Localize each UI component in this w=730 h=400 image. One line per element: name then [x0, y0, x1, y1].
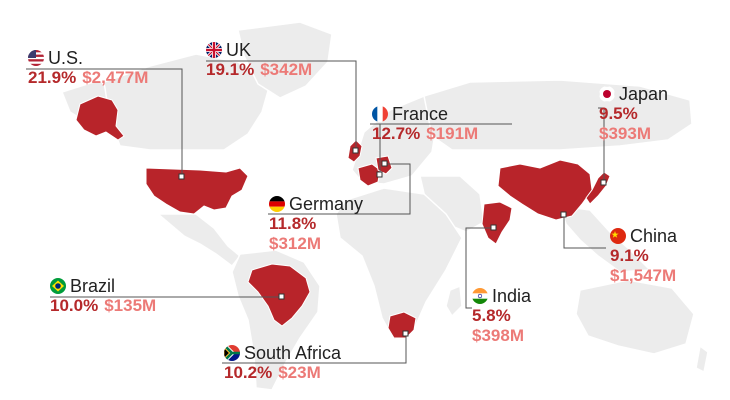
label-us: U.S. 21.9% $2,477M: [28, 48, 148, 88]
label-china: China 9.1% $1,547M: [610, 226, 677, 286]
land-canada: [103, 53, 271, 151]
share-percent: 11.8%: [269, 214, 317, 234]
leader-lines: [26, 60, 606, 364]
revenue-value: $312M: [269, 234, 321, 254]
label-germany: Germany 11.8% $312M: [269, 194, 363, 254]
land-south-africa: [387, 311, 417, 339]
label-france: France 12.7% $191M: [372, 104, 478, 144]
share-percent: 10.0%: [50, 296, 99, 316]
land-russia: [423, 79, 693, 151]
leader-uk: [206, 60, 357, 150]
label-brazil: Brazil 10.0% $135M: [50, 276, 156, 316]
land-mexico-central: [157, 213, 241, 267]
label-uk: UK 19.1% $342M: [206, 40, 312, 80]
share-percent: 12.7%: [372, 124, 421, 144]
share-percent: 21.9%: [28, 68, 77, 88]
germany-flag-icon: [269, 196, 285, 213]
brazil-flag-icon: [50, 278, 66, 295]
revenue-value: $135M: [104, 296, 157, 316]
land-china: [497, 159, 593, 221]
leader-china: [563, 214, 606, 249]
land-se-asia: [559, 205, 651, 273]
revenue-value: $23M: [278, 363, 321, 383]
share-percent: 10.2%: [224, 363, 273, 383]
share-percent: 9.1%: [610, 246, 649, 266]
marker-germany: [381, 160, 388, 167]
land-madagascar: [445, 285, 463, 317]
india-flag-icon: [472, 288, 488, 305]
land-alaska-us: [75, 95, 125, 141]
base-land: [61, 21, 709, 391]
leader-south-africa: [222, 334, 407, 364]
label-south-africa: South Africa 10.2% $23M: [224, 343, 341, 383]
marker-uk: [352, 147, 359, 154]
country-name: U.S.: [48, 48, 84, 68]
label-japan: Japan 9.5% $393M: [599, 84, 668, 144]
japan-flag-icon: [599, 86, 615, 103]
revenue-value: $398M: [472, 326, 524, 346]
leader-india: [465, 227, 494, 309]
marker-us: [178, 173, 185, 180]
leader-us: [26, 68, 183, 176]
highlighted-countries: [75, 95, 611, 339]
marker-china: [560, 211, 567, 218]
share-percent: 5.8%: [472, 306, 511, 326]
marker-france: [376, 171, 383, 178]
marker-brazil: [278, 293, 285, 300]
revenue-value: $393M: [599, 124, 651, 144]
land-france: [357, 163, 381, 187]
country-name: South Africa: [244, 343, 342, 363]
us-flag-icon: [28, 50, 44, 67]
land-india: [481, 201, 513, 245]
land-greenland: [237, 21, 333, 99]
france-flag-icon: [372, 106, 388, 123]
marker-south-africa: [402, 330, 409, 337]
china-flag-icon: [610, 228, 626, 245]
land-new-zealand: [695, 345, 709, 373]
uk-flag-icon: [206, 42, 222, 59]
leader-japan: [598, 107, 605, 182]
land-usa: [145, 167, 249, 215]
country-name: UK: [226, 40, 252, 60]
revenue-value: $191M: [426, 124, 479, 144]
land-africa: [335, 187, 463, 341]
leader-germany: [268, 163, 411, 215]
country-name: Brazil: [70, 276, 116, 296]
land-australia: [575, 279, 695, 355]
markers: [178, 147, 607, 337]
marker-india: [490, 224, 497, 231]
country-name: Germany: [289, 194, 364, 214]
country-name: Japan: [619, 84, 669, 104]
marker-japan: [600, 179, 607, 186]
label-india: India 5.8% $398M: [472, 286, 531, 346]
country-name: India: [492, 286, 532, 306]
country-name: France: [392, 104, 449, 124]
share-percent: 9.5%: [599, 104, 638, 124]
country-name: China: [630, 226, 678, 246]
share-percent: 19.1%: [206, 60, 255, 80]
revenue-value: $2,477M: [82, 68, 149, 88]
revenue-value: $1,547M: [610, 266, 677, 286]
south-africa-flag-icon: [224, 345, 240, 362]
revenue-value: $342M: [260, 60, 313, 80]
